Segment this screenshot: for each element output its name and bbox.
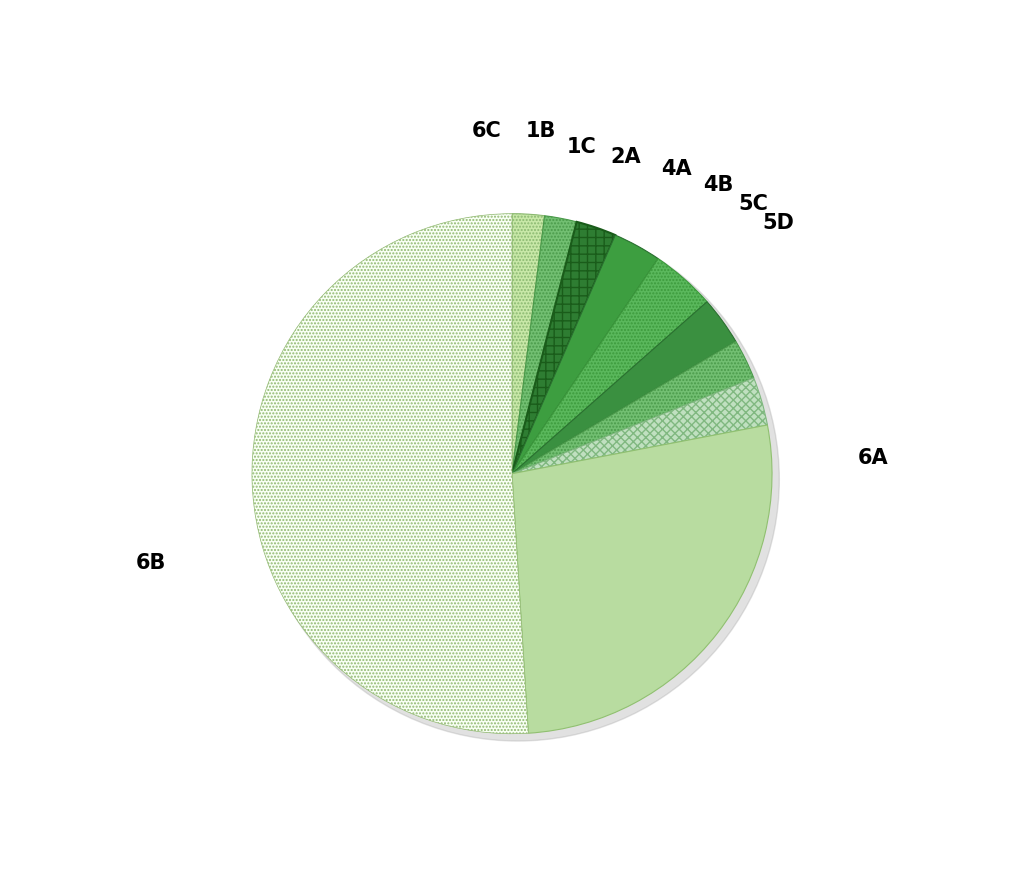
- Text: 2A: 2A: [611, 147, 641, 166]
- Wedge shape: [512, 214, 545, 474]
- Wedge shape: [512, 341, 754, 474]
- Text: 4A: 4A: [662, 159, 692, 179]
- Wedge shape: [512, 235, 658, 474]
- Text: 5D: 5D: [763, 213, 795, 233]
- Wedge shape: [512, 222, 615, 474]
- Text: 4B: 4B: [702, 175, 733, 195]
- Text: 1B: 1B: [525, 121, 556, 141]
- Wedge shape: [512, 216, 577, 474]
- Wedge shape: [512, 259, 707, 474]
- Wedge shape: [512, 301, 736, 474]
- Text: 6C: 6C: [472, 121, 502, 141]
- Wedge shape: [512, 378, 767, 474]
- Text: 5C: 5C: [738, 194, 768, 214]
- Wedge shape: [512, 425, 772, 733]
- Text: 1C: 1C: [567, 137, 597, 157]
- Circle shape: [256, 217, 779, 741]
- Text: 6A: 6A: [858, 448, 889, 468]
- Wedge shape: [252, 214, 528, 734]
- Text: 6B: 6B: [135, 552, 166, 573]
